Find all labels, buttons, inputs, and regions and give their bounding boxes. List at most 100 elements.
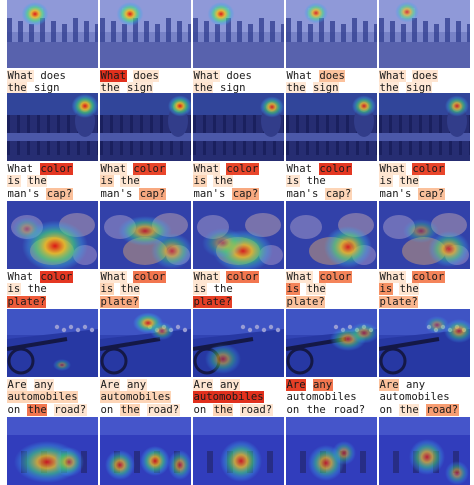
question-token: color [132, 163, 166, 175]
question-token: on [193, 403, 207, 416]
question-token: road? [53, 403, 87, 416]
attention-map-image [379, 309, 470, 377]
attention-map-image [379, 0, 470, 68]
question-token: What [379, 163, 406, 175]
question-token: the [7, 82, 28, 95]
question-token: is [286, 175, 300, 188]
question-token: does [411, 70, 439, 82]
question-token: the [306, 403, 326, 416]
question-token: on [286, 403, 300, 416]
question-text: What color is the man's cap? [193, 163, 286, 200]
question-token: automobiles [193, 391, 265, 404]
attention-map-image [379, 93, 470, 161]
question-token: the [193, 82, 214, 95]
question-token: the [213, 283, 233, 296]
attention-map-image [286, 201, 377, 269]
question-token: man's [193, 187, 226, 200]
question-token: any [33, 379, 54, 391]
question-token: does [318, 70, 346, 82]
question-token: What [379, 271, 406, 283]
question-token: cap? [418, 187, 445, 200]
question-token: color [411, 271, 445, 283]
question-text: What color is the man's cap? [379, 163, 472, 200]
attention-map-image [193, 417, 284, 485]
question-token: plate? [100, 295, 140, 308]
question-text: What color is the plate? [286, 271, 379, 308]
question-token: is [100, 283, 114, 296]
question-token: any [312, 379, 333, 391]
attention-map-image [286, 0, 377, 68]
question-text: What color is the plate? [193, 271, 286, 308]
question-token: cap? [46, 187, 73, 200]
question-token: cap? [325, 187, 352, 200]
question-text: What color is the plate? [7, 271, 100, 308]
question-token: the [399, 175, 420, 188]
question-token: sign [126, 82, 154, 95]
question-token: What [7, 271, 34, 283]
question-token: Are [379, 379, 400, 391]
question-token: Are [7, 379, 28, 391]
question-token: plate? [7, 295, 47, 308]
attention-map-image [100, 309, 191, 377]
question-token: the [399, 403, 420, 416]
question-token: man's [100, 187, 133, 200]
question-token: Are [100, 379, 121, 391]
attention-map-image [7, 417, 98, 485]
attention-map-image [7, 309, 98, 377]
question-token: color [318, 163, 352, 175]
question-token: color [225, 271, 259, 283]
question-text: What color is the plate? [379, 271, 472, 308]
question-token: is [193, 175, 207, 188]
question-token: man's [286, 187, 319, 200]
question-token: the [120, 403, 141, 416]
question-token: the [27, 175, 48, 188]
question-text: Are any automobiles on the road? [286, 379, 379, 416]
question-token: the [27, 403, 48, 416]
question-text: Are any automobiles on the road? [193, 379, 286, 416]
question-text: Are any automobiles on the road? [100, 379, 193, 416]
question-token: does [40, 70, 66, 82]
attention-map-image [100, 201, 191, 269]
question-token: road? [146, 403, 180, 416]
attention-map-image [7, 93, 98, 161]
question-token: color [411, 163, 445, 175]
question-token: color [225, 163, 259, 175]
question-token: is [193, 283, 207, 296]
question-token: the [213, 403, 234, 416]
question-token: What [7, 163, 34, 175]
question-token: is [379, 175, 393, 188]
attention-map-image [193, 0, 284, 68]
question-token: the [27, 283, 47, 296]
attention-map-image [379, 417, 470, 485]
question-text: What color is the man's cap? [7, 163, 100, 200]
question-token: road? [425, 403, 459, 416]
question-token: sign [312, 82, 340, 95]
question-token: What [7, 70, 34, 82]
question-token: the [379, 82, 400, 95]
question-token: the [306, 175, 326, 188]
question-token: automobiles [286, 391, 357, 404]
question-token: sign [405, 82, 433, 95]
question-token: What [379, 70, 406, 82]
question-token: the [399, 283, 420, 296]
question-token: on [379, 403, 393, 416]
question-token: What [100, 70, 127, 82]
question-text: What color is the plate? [100, 271, 193, 308]
attention-map-image [100, 0, 191, 68]
question-token: What [286, 70, 313, 82]
question-token: What [193, 70, 220, 82]
question-token: What [193, 271, 220, 283]
attention-map-image [286, 309, 377, 377]
question-text: What color is the man's cap? [286, 163, 379, 200]
question-token: cap? [139, 187, 166, 200]
question-text: Are any automobiles on the road? [7, 379, 100, 416]
attention-map-image [193, 93, 284, 161]
question-token: color [39, 163, 73, 175]
question-token: color [132, 271, 166, 283]
question-token: does [132, 70, 160, 82]
question-token: on [7, 403, 21, 416]
question-token: automobiles [100, 391, 172, 404]
question-token: automobiles [379, 391, 450, 404]
